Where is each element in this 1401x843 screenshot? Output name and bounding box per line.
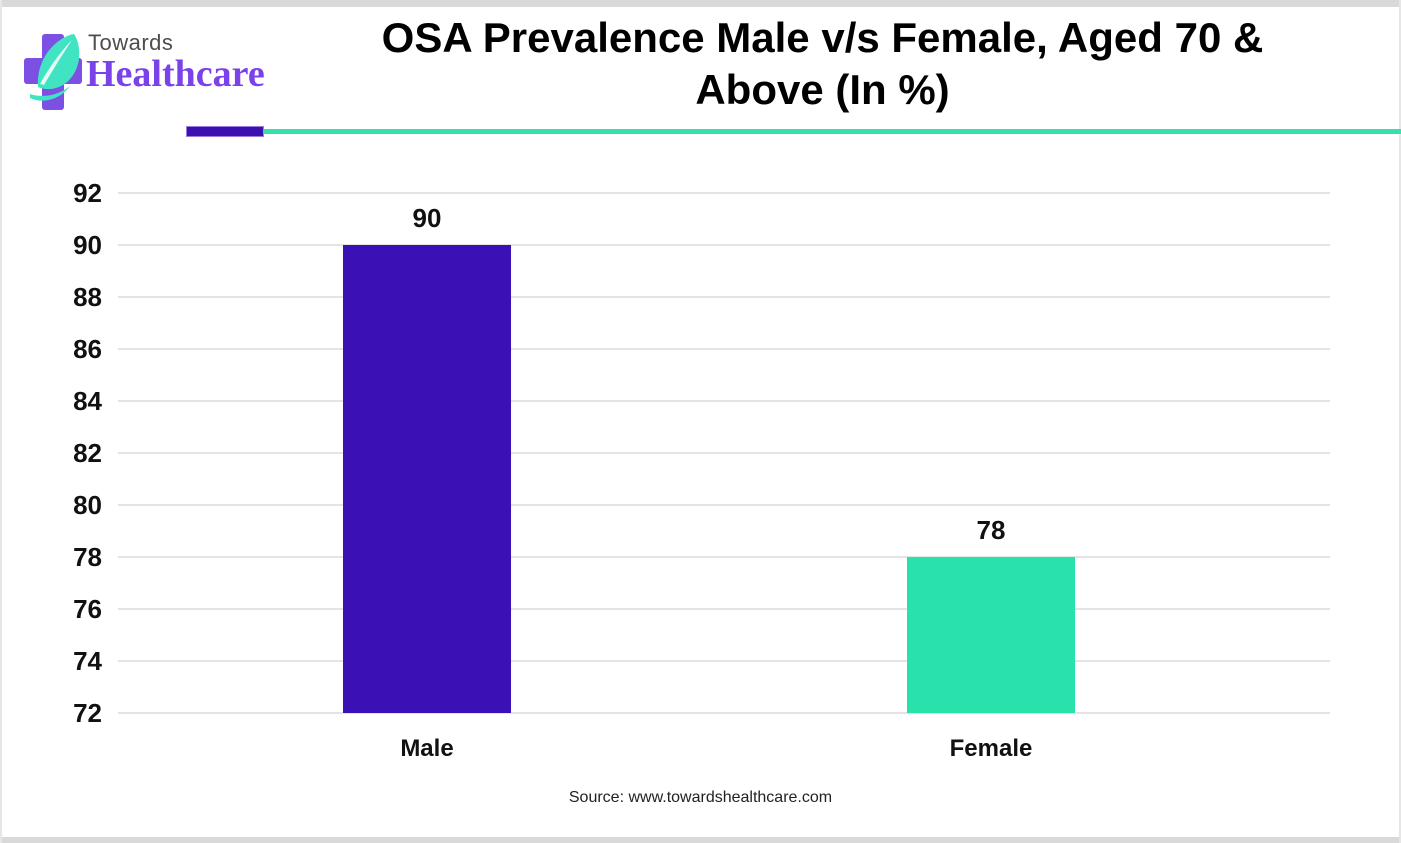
y-axis-tick-label: 90 [73,230,102,260]
y-axis-tick-label: 72 [73,698,102,728]
y-axis-tick-label: 74 [73,646,102,676]
logo-text-towards: Towards [88,30,174,55]
bar-value-label-male: 90 [412,203,442,233]
y-axis-tick-label: 78 [73,542,102,572]
x-axis-category-label-female: Female [949,735,1033,762]
bottom-border [0,837,1401,843]
y-axis-tick-label: 84 [73,386,102,416]
bar-female [907,557,1075,713]
right-border [1399,0,1401,843]
gridline-74 [118,660,1330,662]
gridline-84 [118,400,1330,402]
page-title-line1: OSA Prevalence Male v/s Female, Aged 70 … [381,14,1264,61]
source-attribution: Source: www.towardshealthcare.com [568,789,833,806]
left-border [0,0,2,843]
gridline-72 [118,712,1330,714]
gridline-78 [118,556,1330,558]
y-axis-tick-label: 82 [73,438,102,468]
x-axis-category-label-male: Male [400,735,454,762]
gridline-92 [118,192,1330,194]
page-title-line2: Above (In %) [695,66,950,113]
y-axis-tick-label: 86 [73,334,102,364]
y-axis-tick-label: 88 [73,282,102,312]
page-title: OSA Prevalence Male v/s Female, Aged 70 … [280,12,1365,116]
y-axis-tick-label: 92 [73,178,102,208]
gridline-90 [118,244,1330,246]
gridline-86 [118,348,1330,350]
towards-healthcare-logo: Towards Healthcare [22,28,292,116]
bar-value-label-female: 78 [976,515,1006,545]
y-axis-tick-label: 76 [73,594,102,624]
cross-leaf-icon [24,34,82,110]
y-axis-tick-label: 80 [73,490,102,520]
bar-male [343,245,511,713]
gridline-82 [118,452,1330,454]
top-border [0,0,1401,7]
gridline-76 [118,608,1330,610]
gridline-88 [118,296,1330,298]
title-divider-rule [263,129,1401,134]
logo-text-healthcare: Healthcare [86,53,265,95]
gridline-80 [118,504,1330,506]
